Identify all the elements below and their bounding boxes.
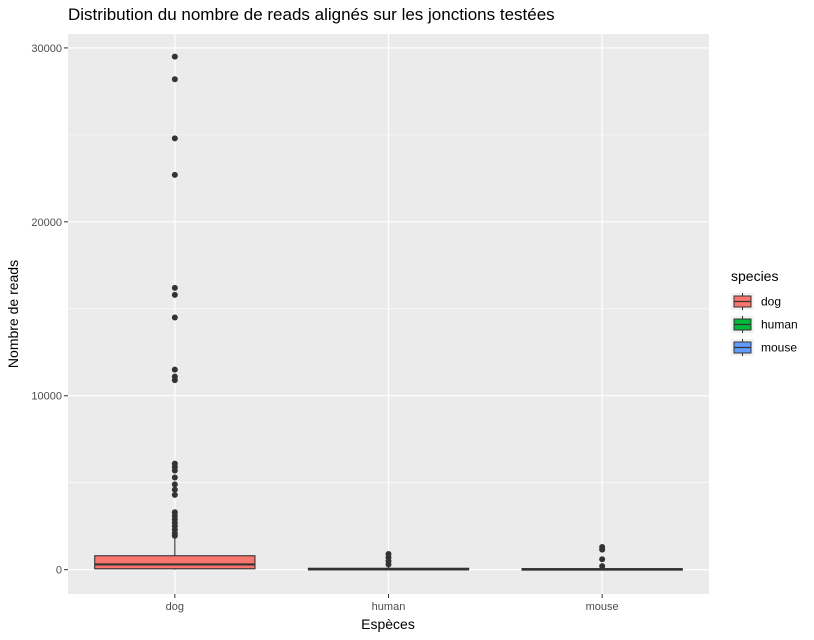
outlier-point — [171, 481, 178, 488]
chart-title: Distribution du nombre de reads alignés … — [68, 5, 555, 24]
legend-key-mouse — [731, 339, 754, 356]
boxes — [94, 53, 683, 571]
outlier-point — [171, 284, 178, 291]
legend-title: species — [731, 268, 778, 284]
box-iqr — [94, 555, 256, 570]
legend-key-human — [731, 316, 754, 333]
grid-lines — [68, 34, 709, 594]
y-axis: 0 10000 20000 30000 — [31, 43, 68, 577]
outlier-point — [171, 53, 178, 60]
outlier-point — [171, 314, 178, 321]
y-axis-title: Nombre de reads — [5, 260, 21, 368]
y-tick-label: 10000 — [31, 391, 62, 403]
x-tick-label: mouse — [586, 601, 619, 613]
outlier-point — [171, 366, 178, 373]
legend-key-dog — [731, 293, 754, 310]
outlier-point — [171, 76, 178, 83]
outlier-point — [385, 561, 392, 568]
legend-label-mouse: mouse — [761, 341, 797, 355]
outlier-point — [599, 563, 606, 570]
outlier-point — [171, 486, 178, 493]
box-mouse — [521, 544, 683, 571]
outlier-point — [171, 171, 178, 178]
outlier-point — [171, 474, 178, 481]
outlier-point — [171, 377, 178, 384]
legend-label-human: human — [761, 318, 798, 332]
box-dog — [94, 53, 256, 570]
y-tick-label: 0 — [56, 565, 62, 577]
box-human — [307, 551, 470, 571]
outlier-point — [171, 532, 178, 539]
outlier-point — [171, 135, 178, 142]
outlier-point — [599, 546, 606, 553]
outlier-point — [171, 467, 178, 474]
outlier-point — [599, 556, 606, 563]
outlier-point — [171, 291, 178, 298]
x-tick-label: dog — [166, 601, 184, 613]
y-tick-label: 30000 — [31, 43, 62, 55]
x-axis: dog human mouse — [166, 594, 619, 613]
x-tick-label: human — [372, 601, 406, 613]
outlier-point — [171, 491, 178, 498]
y-tick-label: 20000 — [31, 217, 62, 229]
legend-label-dog: dog — [761, 295, 781, 309]
legend: dog human mouse — [731, 293, 798, 356]
x-axis-title: Espèces — [361, 616, 415, 632]
